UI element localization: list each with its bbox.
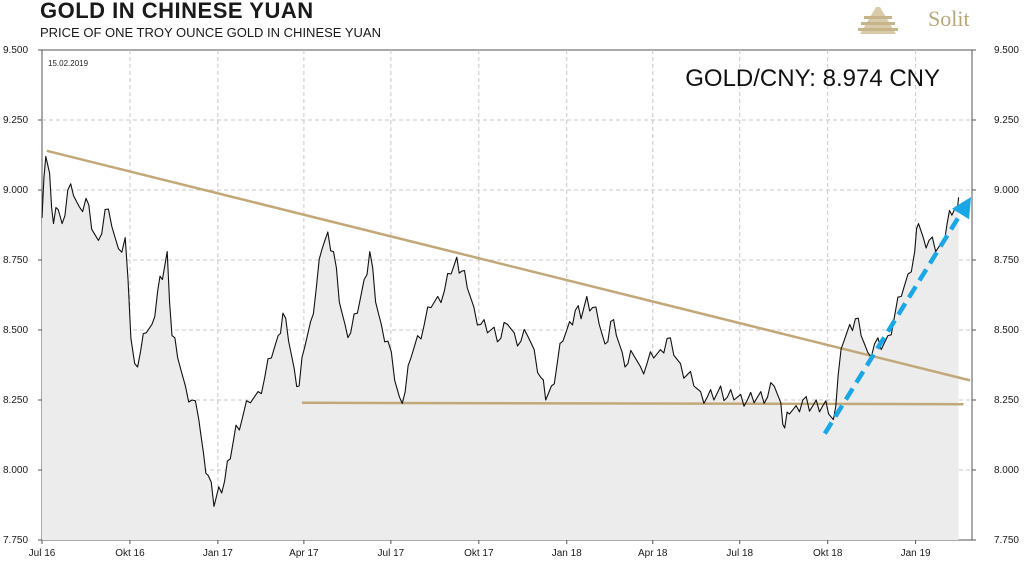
- x-tick-label: Jan 19: [901, 548, 931, 559]
- y-tick-label-right: 9.000: [994, 185, 1019, 196]
- price-line: [41, 155, 960, 507]
- y-tick-label-left: 9.250: [3, 115, 28, 126]
- x-axis: Jul 16 Okt 16 Jan 17 Apr 17 Jul 17 Okt 17 Jan …: [29, 540, 931, 559]
- y-axis-right: 7.750 8.000 8.250 8.500 8.750 9.000 9.250 9.500: [972, 45, 1019, 546]
- y-tick-label-left: 8.250: [3, 395, 28, 406]
- y-tick-label-right: 8.750: [994, 255, 1019, 266]
- y-axis-left: 7.750 8.000 8.250 8.500 8.750 9.000 9.250 9.500: [3, 45, 42, 546]
- price-annotation: GOLD/CNY: 8.974 CNY: [685, 65, 940, 92]
- y-tick-label-left: 8.750: [3, 255, 28, 266]
- y-tick-label-right: 9.500: [994, 45, 1019, 56]
- y-tick-label-left: 8.000: [3, 465, 28, 476]
- x-tick-label: Apr 17: [289, 548, 319, 559]
- chart-title: GOLD IN CHINESE YUAN: [40, 0, 314, 23]
- y-tick-label-left: 9.000: [3, 185, 28, 196]
- arrow-head-icon: [952, 197, 972, 220]
- date-stamp: 15.02.2019: [48, 59, 89, 68]
- y-tick-label-left: 8.500: [3, 325, 28, 336]
- arrow-shaft: [822, 212, 963, 435]
- solit-logo-icon: [858, 7, 898, 34]
- x-tick-label: Jan 18: [552, 548, 582, 559]
- x-tick-label: Okt 18: [813, 548, 843, 559]
- trendline-falling-resistance: [46, 149, 971, 382]
- y-tick-label-right: 8.250: [994, 395, 1019, 406]
- uptrend-arrow: [822, 197, 972, 435]
- y-tick-label-right: 9.250: [994, 115, 1019, 126]
- y-tick-label-left: 9.500: [3, 45, 28, 56]
- y-tick-label-left: 7.750: [3, 535, 28, 546]
- y-tick-label-right: 8.000: [994, 465, 1019, 476]
- x-tick-label: Okt 16: [115, 548, 145, 559]
- chart-subtitle: PRICE OF ONE TROY OUNCE GOLD IN CHINESE …: [40, 25, 381, 40]
- x-tick-label: Jul 16: [29, 548, 56, 559]
- x-tick-label: Jan 17: [203, 548, 233, 559]
- trendline-horizontal-support: [301, 401, 964, 406]
- y-tick-label-right: 8.500: [994, 325, 1019, 336]
- x-tick-label: Okt 17: [464, 548, 494, 559]
- x-tick-label: Jul 17: [378, 548, 405, 559]
- trendlines: [46, 149, 971, 406]
- brand-name: Solit: [928, 6, 970, 31]
- x-tick-label: Apr 18: [638, 548, 668, 559]
- x-tick-label: Jul 18: [726, 548, 753, 559]
- price-area-fill: [42, 156, 959, 540]
- y-tick-label-right: 7.750: [994, 535, 1019, 546]
